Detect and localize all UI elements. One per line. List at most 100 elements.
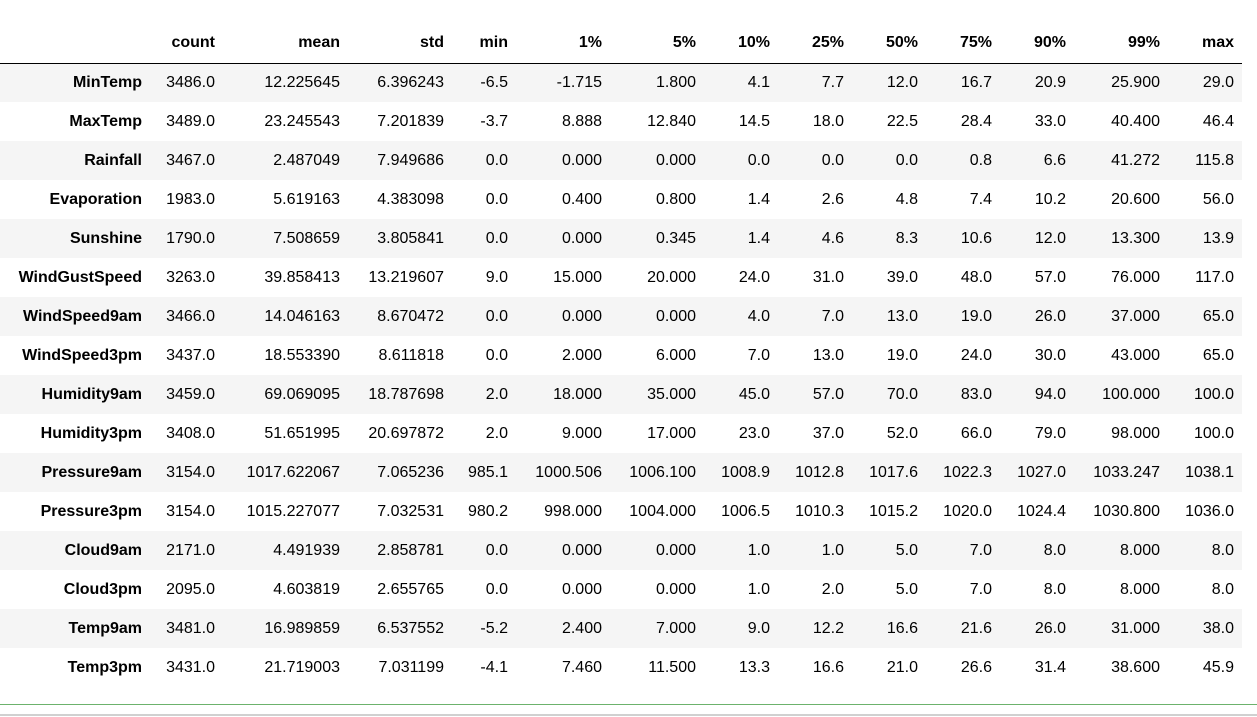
table-cell: 2.487049 (273, 151, 340, 169)
table-cell: 20.000 (647, 268, 696, 286)
row-label: Rainfall (84, 151, 142, 169)
table-cell: 3437.0 (166, 346, 215, 364)
table-cell: 24.0 (960, 346, 992, 364)
table-row: Temp9am 3481.0 16.989859 6.537552 -5.2 2.400 7… (0, 609, 1242, 648)
table-cell: 6.537552 (377, 619, 444, 637)
table-cell: 0.000 (655, 580, 696, 598)
table-body: MinTemp 3486.0 12.225645 6.396243 -6.5 -1.715… (0, 63, 1242, 687)
table-cell: 48.0 (960, 268, 992, 286)
table-cell: 7.508659 (273, 229, 340, 247)
table-cell: 8.0 (1043, 580, 1066, 598)
table-cell: 8.670472 (377, 307, 444, 325)
table-cell: 4.383098 (377, 190, 444, 208)
table-cell: 13.9 (1202, 229, 1234, 247)
table-cell: 12.0 (1034, 229, 1066, 247)
table-cell: 2.0 (821, 580, 844, 598)
table-cell: 65.0 (1202, 346, 1234, 364)
table-cell: 4.6 (821, 229, 844, 247)
table-cell: 8.0 (1043, 541, 1066, 559)
row-label: Evaporation (49, 190, 142, 208)
table-cell: -6.5 (480, 73, 508, 91)
table-cell: 100.0 (1193, 385, 1234, 403)
table-cell: 7.032531 (377, 502, 444, 520)
table-cell: 35.000 (647, 385, 696, 403)
table-cell: 16.6 (886, 619, 918, 637)
table-cell: 4.603819 (273, 580, 340, 598)
table-cell: 8.611818 (378, 346, 444, 364)
table-cell: 3431.0 (166, 658, 215, 676)
table-cell: 0.0 (485, 580, 508, 598)
table-cell: 23.245543 (264, 112, 340, 130)
table-cell: 7.460 (561, 658, 602, 676)
table-cell: 3459.0 (166, 385, 215, 403)
table-cell: 13.0 (812, 346, 844, 364)
table-cell: 1790.0 (166, 229, 215, 247)
table-cell: 79.0 (1034, 424, 1066, 442)
table-cell: 2171.0 (166, 541, 215, 559)
table-cell: 0.0 (485, 190, 508, 208)
table-cell: 21.0 (886, 658, 918, 676)
table-cell: 1010.3 (795, 502, 844, 520)
table-cell: 8.888 (561, 112, 602, 130)
table-cell: 3467.0 (166, 151, 215, 169)
row-label: Humidity3pm (40, 424, 142, 442)
table-cell: 8.0 (1211, 541, 1234, 559)
row-label: Temp9am (68, 619, 142, 637)
table-cell: 26.0 (1034, 619, 1066, 637)
index-header (0, 23, 150, 64)
table-cell: 7.949686 (377, 151, 444, 169)
row-label: Sunshine (69, 229, 142, 247)
table-cell: 1017.622067 (246, 463, 340, 481)
table-cell: 69.069095 (264, 385, 340, 403)
table-cell: 1038.1 (1185, 463, 1234, 481)
table-cell: 18.787698 (368, 385, 444, 403)
table-cell: 7.0 (821, 307, 844, 325)
table-cell: 16.7 (960, 73, 992, 91)
table-cell: 38.0 (1202, 619, 1234, 637)
table-cell: 21.719003 (264, 658, 340, 676)
table-cell: 117.0 (1195, 268, 1234, 286)
column-header: count (150, 23, 223, 64)
table-cell: 2.655765 (377, 580, 444, 598)
table-cell: 3481.0 (166, 619, 215, 637)
table-row: WindSpeed3pm 3437.0 18.553390 8.611818 0.0 2.… (0, 336, 1242, 375)
table-cell: 40.400 (1111, 112, 1160, 130)
table-cell: 115.8 (1195, 151, 1234, 169)
table-row: Pressure9am 3154.0 1017.622067 7.065236 985.… (0, 453, 1242, 492)
table-cell: 0.8 (969, 151, 992, 169)
table-cell: 20.9 (1034, 73, 1066, 91)
table-cell: 0.000 (655, 151, 696, 169)
table-cell: 7.0 (969, 541, 992, 559)
table-cell: 7.031199 (378, 658, 444, 676)
table-cell: 2.0 (485, 424, 508, 442)
table-row: WindGustSpeed 3263.0 39.858413 13.219607 9.0… (0, 258, 1242, 297)
table-cell: 24.0 (738, 268, 770, 286)
table-cell: 30.0 (1034, 346, 1066, 364)
table-cell: 15.000 (553, 268, 602, 286)
table-cell: 20.697872 (368, 424, 444, 442)
table-cell: 4.0 (747, 307, 770, 325)
column-header: 10% (704, 23, 778, 64)
table-cell: 31.0 (812, 268, 844, 286)
header-row: count mean std min 1% 5% 10% 25% 50% 75% 90% 99% max (0, 23, 1242, 64)
table-cell: 17.000 (647, 424, 696, 442)
table-cell: 37.0 (812, 424, 844, 442)
table-cell: 26.6 (960, 658, 992, 676)
table-cell: 0.000 (655, 541, 696, 559)
table-cell: 37.000 (1111, 307, 1160, 325)
table-cell: 46.4 (1202, 112, 1234, 130)
table-cell: 1.4 (747, 190, 770, 208)
table-cell: 3154.0 (166, 463, 215, 481)
column-header: 50% (852, 23, 926, 64)
table-cell: 0.000 (655, 307, 696, 325)
table-cell: 1024.4 (1017, 502, 1066, 520)
column-header: std (348, 23, 452, 64)
table-cell: 94.0 (1034, 385, 1066, 403)
table-cell: 0.0 (895, 151, 918, 169)
table-cell: 8.000 (1119, 580, 1160, 598)
column-header: 75% (926, 23, 1000, 64)
table-cell: 41.272 (1111, 151, 1160, 169)
table-cell: 9.0 (747, 619, 770, 637)
table-cell: 3486.0 (166, 73, 215, 91)
